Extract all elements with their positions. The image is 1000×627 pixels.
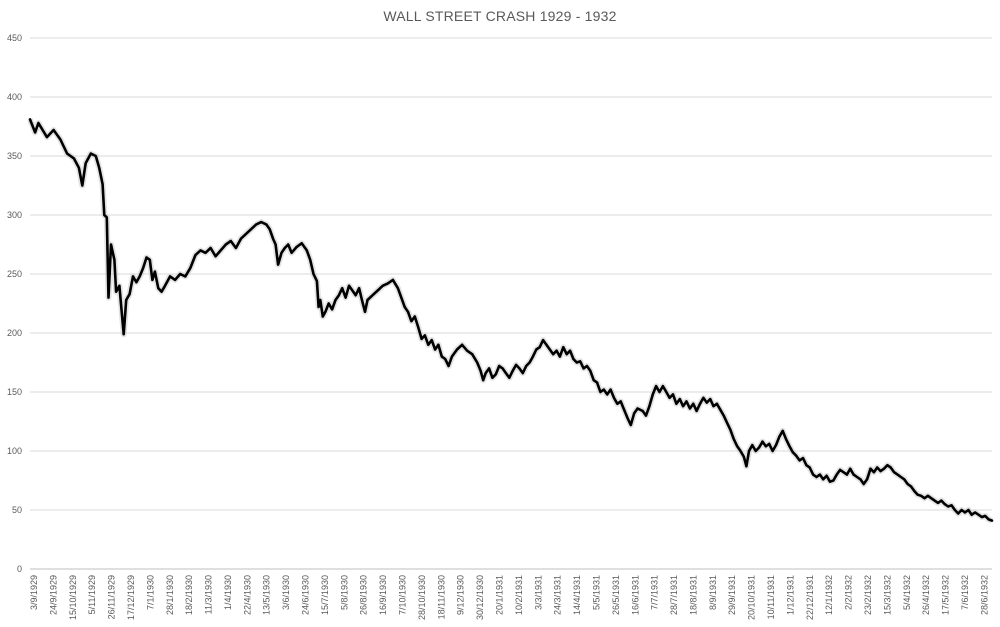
x-tick-label: 7/10/1930 xyxy=(398,575,408,615)
x-tick-label: 10/2/1931 xyxy=(514,575,524,615)
x-tick-label: 26/11/1929 xyxy=(107,575,117,619)
x-tick-label: 5/4/1932 xyxy=(902,575,912,610)
x-tick-label: 18/2/1930 xyxy=(184,575,194,615)
x-tick-label: 23/2/1932 xyxy=(863,575,873,615)
series-line-shadow xyxy=(27,118,993,524)
x-tick-label: 14/4/1931 xyxy=(572,575,582,615)
x-tick-label: 11/3/1930 xyxy=(204,575,214,614)
x-tick-label: 24/6/1930 xyxy=(301,575,311,615)
x-tick-label: 15/3/1932 xyxy=(882,575,892,615)
x-tick-label: 16/6/1931 xyxy=(630,575,640,615)
x-tick-label: 17/5/1932 xyxy=(941,575,951,615)
x-tick-label: 15/10/1929 xyxy=(68,575,78,620)
x-tick-label: 15/7/1930 xyxy=(320,575,330,615)
x-tick-label: 9/12/1930 xyxy=(456,575,466,615)
y-tick-label: 100 xyxy=(7,446,22,456)
x-tick-label: 16/9/1930 xyxy=(378,575,388,615)
x-tick-label: 29/9/1931 xyxy=(727,575,737,615)
x-tick-label: 24/9/1929 xyxy=(48,575,58,615)
x-tick-label: 5/5/1931 xyxy=(591,575,601,610)
x-tick-label: 12/1/1932 xyxy=(824,575,834,615)
x-tick-label: 3/9/1929 xyxy=(29,575,39,610)
y-tick-label: 150 xyxy=(7,387,22,397)
y-tick-label: 200 xyxy=(7,328,22,338)
x-tick-label: 20/1/1931 xyxy=(494,575,504,615)
x-tick-label: 28/6/1932 xyxy=(979,575,989,615)
y-tick-label: 400 xyxy=(7,92,22,102)
x-tick-label: 10/11/1931 xyxy=(766,575,776,619)
x-tick-label: 13/5/1930 xyxy=(262,575,272,615)
x-tick-label: 22/4/1930 xyxy=(242,575,252,615)
x-tick-label: 5/11/1929 xyxy=(87,575,97,614)
x-tick-label: 28/7/1931 xyxy=(669,575,679,615)
x-tick-label: 26/5/1931 xyxy=(611,575,621,615)
x-tick-label: 2/2/1932 xyxy=(844,575,854,610)
x-tick-label: 3/3/1931 xyxy=(533,575,543,610)
x-tick-label: 26/8/1930 xyxy=(359,575,369,615)
x-tick-label: 28/10/1930 xyxy=(417,575,427,620)
chart-title: WALL STREET CRASH 1929 - 1932 xyxy=(383,8,617,24)
x-tick-label: 8/9/1931 xyxy=(708,575,718,610)
y-tick-label: 50 xyxy=(12,505,22,515)
y-tick-label: 350 xyxy=(7,151,22,161)
x-tick-label: 24/3/1931 xyxy=(553,575,563,615)
y-tick-label: 300 xyxy=(7,210,22,220)
x-tick-label: 30/12/1930 xyxy=(475,575,485,620)
y-tick-label: 450 xyxy=(7,33,22,43)
x-tick-label: 7/7/1931 xyxy=(650,575,660,610)
x-tick-label: 17/12/1929 xyxy=(126,575,136,620)
x-tick-label: 7/1/1930 xyxy=(145,575,155,610)
x-tick-label: 26/4/1932 xyxy=(921,575,931,615)
x-tick-label: 28/1/1930 xyxy=(165,575,175,615)
x-tick-label: 18/11/1930 xyxy=(436,575,446,619)
x-tick-label: 1/4/1930 xyxy=(223,575,233,610)
x-tick-label: 22/12/1931 xyxy=(805,575,815,620)
x-tick-label: 7/6/1932 xyxy=(960,575,970,610)
x-tick-label: 5/8/1930 xyxy=(339,575,349,610)
y-tick-label: 0 xyxy=(17,564,22,574)
series-line xyxy=(28,118,994,522)
y-tick-label: 250 xyxy=(7,269,22,279)
x-tick-label: 20/10/1931 xyxy=(747,575,757,620)
x-tick-label: 18/8/1931 xyxy=(688,575,698,615)
x-tick-label: 1/12/1931 xyxy=(785,575,795,615)
x-tick-label: 3/6/1930 xyxy=(281,575,291,610)
